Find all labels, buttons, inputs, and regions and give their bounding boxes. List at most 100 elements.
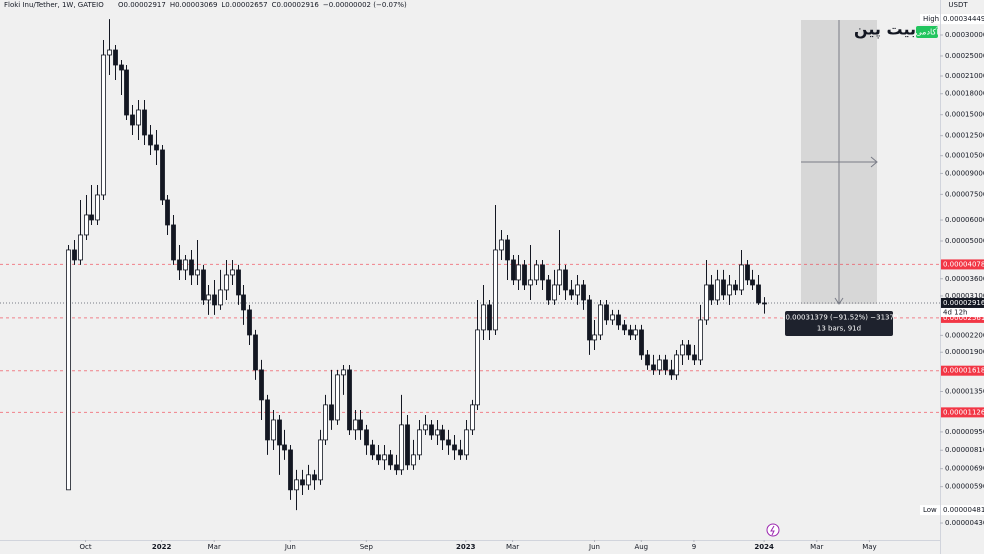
candle-body <box>347 369 352 431</box>
x-tick-label: Aug <box>634 543 648 551</box>
level-label: 0.00001618 <box>943 367 984 375</box>
x-tick-label: 2022 <box>152 543 172 551</box>
watermark: بیت پین <box>854 20 916 40</box>
candle-body <box>382 454 387 461</box>
y-tick-label: 0.00002200 <box>945 331 984 339</box>
candle-body <box>183 259 188 271</box>
candle-body <box>306 474 311 486</box>
candle-body <box>745 264 750 281</box>
candle-body <box>136 109 141 126</box>
candle-body <box>499 239 504 251</box>
level-label-bg <box>941 365 984 376</box>
candle-body <box>435 429 440 436</box>
candle-body <box>622 324 627 331</box>
candle-body <box>195 269 200 276</box>
candle-body <box>645 354 650 366</box>
candle-body <box>417 429 422 456</box>
y-tick-label: 0.00000590 <box>945 483 984 491</box>
y-tick-label: 0.00000810 <box>945 446 984 454</box>
y-tick-label: 0.00009000 <box>945 169 984 177</box>
candle-body <box>388 454 393 466</box>
candle-body <box>89 214 94 221</box>
candle-body <box>107 49 112 56</box>
candle-body <box>323 404 328 441</box>
x-tick-label: 2023 <box>456 543 476 551</box>
candle-body <box>552 284 557 301</box>
candle-body <box>241 294 246 311</box>
candle-body <box>335 374 340 421</box>
candle-body <box>318 439 323 481</box>
candle-body <box>674 354 679 376</box>
candle-body <box>511 259 516 281</box>
candle-body <box>557 269 562 286</box>
candle-body <box>212 294 217 306</box>
candle-body <box>440 429 445 441</box>
x-tick-label: May <box>862 543 876 551</box>
level-label-bg <box>941 407 984 418</box>
y-tick-label: 0.00006000 <box>945 216 984 224</box>
candle-body <box>470 404 475 431</box>
y-tick-label: 0.00018000 <box>945 90 984 98</box>
y-tick-label: 0.00007500 <box>945 190 984 198</box>
candle-body <box>236 269 241 296</box>
candle-body <box>154 144 159 151</box>
candle-body <box>540 264 545 281</box>
y-tick-label: 0.00012500 <box>945 132 984 140</box>
candle-body <box>282 444 287 451</box>
measure-tooltip <box>785 311 893 336</box>
y-tick-label: 0.00001350 <box>945 388 984 396</box>
candle-body <box>66 249 71 491</box>
y-tick-label: 0.00005000 <box>945 237 984 245</box>
y-tick-label: 0.00025000 <box>945 52 984 60</box>
candle-body <box>405 424 410 466</box>
logo-bolt <box>770 525 775 536</box>
y-tick-label: 0.00021000 <box>945 72 984 80</box>
candle-body <box>546 279 551 301</box>
low-tag-bg <box>920 505 940 516</box>
candle-body <box>218 289 223 306</box>
watermark-badge-text: آکادمی <box>916 27 940 37</box>
candle-body <box>563 269 568 291</box>
candle-body <box>616 314 621 326</box>
candle-body <box>130 114 135 126</box>
high-label-bg <box>941 14 984 25</box>
candle-body <box>592 334 597 341</box>
low-label: 0.00000481 <box>943 506 984 514</box>
candle-body <box>247 309 252 336</box>
candle-body <box>95 194 100 221</box>
candle-body <box>610 314 615 321</box>
candle-body <box>762 302 767 305</box>
y-tick-label: 0.00001900 <box>945 348 984 356</box>
high-tag-bg <box>920 14 940 25</box>
ohlc-value: O0.00002917 <box>118 1 166 9</box>
x-tick-label: Jun <box>284 543 296 551</box>
candle-body <box>165 199 170 226</box>
x-tick-label: 2024 <box>754 543 774 551</box>
candle-body <box>119 64 124 71</box>
candle-body <box>277 419 282 446</box>
candle-body <box>704 284 709 321</box>
measure-arrow-head <box>834 297 844 305</box>
candle-body <box>522 264 527 286</box>
candle-body <box>505 239 510 261</box>
candle-body <box>259 369 264 401</box>
candle-body <box>686 344 691 356</box>
candle-body <box>376 454 381 461</box>
candle-body <box>458 449 463 456</box>
candle-body <box>124 69 129 116</box>
ohlc-value: L0.00002657 <box>221 1 267 9</box>
candle-body <box>493 249 498 331</box>
candle-body <box>750 279 755 286</box>
candle-body <box>113 49 118 66</box>
candle-body <box>358 419 363 431</box>
candle-body <box>487 304 492 331</box>
x-tick-label: Mar <box>208 543 221 551</box>
candle-body <box>288 449 293 491</box>
candle-body <box>739 264 744 291</box>
ohlc-value: −0.00000002 (−0.07%) <box>323 1 407 9</box>
candle-body <box>329 404 334 421</box>
candle-body <box>516 264 521 281</box>
candle-body <box>709 284 714 301</box>
y-tick-label: 0.00000430 <box>945 519 984 527</box>
low-label-bg <box>941 505 984 516</box>
